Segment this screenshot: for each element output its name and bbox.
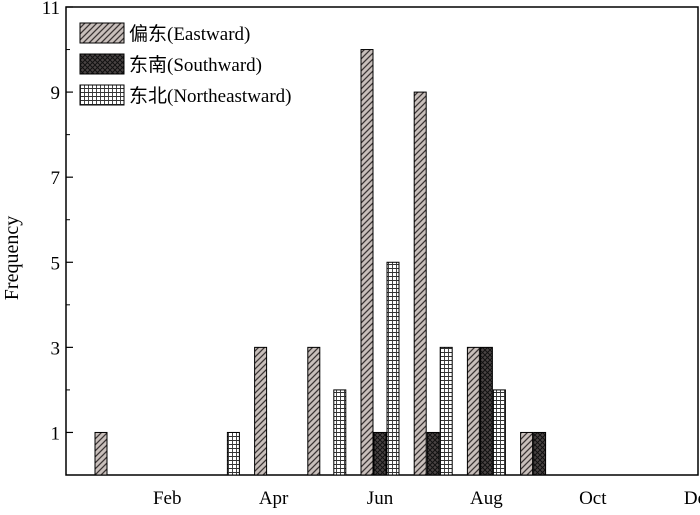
x-tick-label-dec: Dec xyxy=(684,488,700,509)
bar-series-1-month-5 xyxy=(307,346,321,476)
x-tick-label-jun: Jun xyxy=(367,488,394,509)
legend-swatch-1 xyxy=(79,22,125,44)
legend-label-3: 东北(Northeastward) xyxy=(129,85,292,107)
x-tick-label-aug: Aug xyxy=(470,488,503,509)
bar-series-2-month-6 xyxy=(373,431,387,476)
bar-series-1-month-8 xyxy=(466,346,480,476)
bar-series-1-month-1 xyxy=(94,431,108,476)
y-tick-label: 11 xyxy=(42,0,60,19)
legend-swatch-2 xyxy=(79,53,125,75)
bar-series-1-month-4 xyxy=(254,346,268,476)
bars-group xyxy=(94,49,547,476)
legend-label-1: 偏东(Eastward) xyxy=(129,23,250,45)
y-tick-label: 9 xyxy=(51,83,61,104)
legend-swatch-3 xyxy=(79,84,125,106)
x-axis: Feb Apr Jun Aug Oct Dec xyxy=(153,488,700,509)
bar-series-1-month-9 xyxy=(520,431,534,476)
bar-series-2-month-7 xyxy=(426,431,440,476)
y-tick-label: 7 xyxy=(51,168,61,189)
y-axis-title: Frequency xyxy=(1,216,23,300)
bar-series-2-month-8 xyxy=(479,346,493,476)
bar-series-3-month-5 xyxy=(333,389,347,476)
y-axis: 1 3 5 7 9 11 xyxy=(42,0,73,476)
bar-series-1-month-7 xyxy=(413,91,427,476)
bar-series-3-month-3 xyxy=(226,431,240,476)
legend-label-2: 东南(Southward) xyxy=(129,54,262,76)
legend: 偏东(Eastward) 东南(Southward) 东北(Northeastwar… xyxy=(79,22,292,107)
bar-series-3-month-6 xyxy=(386,261,400,476)
bar-series-2-month-9 xyxy=(533,431,547,476)
bar-series-3-month-8 xyxy=(492,389,506,476)
x-tick-label-apr: Apr xyxy=(259,488,289,509)
x-tick-label-feb: Feb xyxy=(153,488,182,509)
y-tick-label: 5 xyxy=(51,253,61,274)
x-tick-label-oct: Oct xyxy=(579,488,607,509)
y-tick-label: 3 xyxy=(51,338,61,359)
y-tick-label: 1 xyxy=(51,423,61,444)
bar-series-1-month-6 xyxy=(360,49,374,476)
bar-series-3-month-7 xyxy=(439,346,453,476)
plot-area xyxy=(65,6,699,476)
